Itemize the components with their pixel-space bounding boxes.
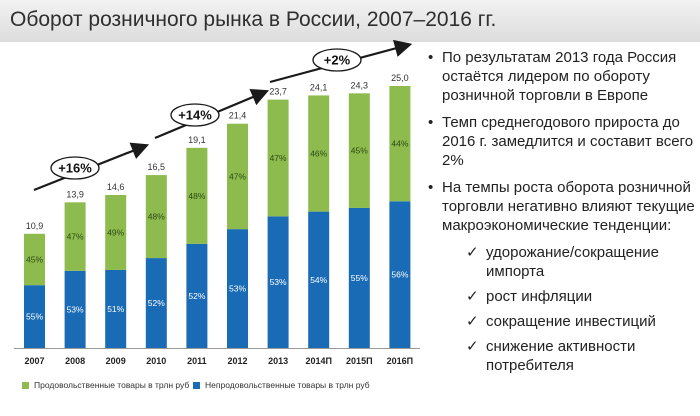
x-tick-label: 2013 xyxy=(268,356,288,366)
bar-nonfood xyxy=(348,207,370,348)
bar-nonfood xyxy=(308,211,330,348)
sub-bullet-item: ✓ удорожание/сокращение импорта xyxy=(428,243,698,281)
bar-nonfood xyxy=(227,229,248,348)
bar-food xyxy=(24,233,45,286)
share-label-food: 47% xyxy=(270,153,287,163)
legend-item-nonfood: Непродовольственные товары в трлн руб xyxy=(193,380,370,390)
total-label: 24,3 xyxy=(351,80,369,90)
bullet-text: На темпы роста оборота розничной торговл… xyxy=(442,179,695,234)
share-label-food: 49% xyxy=(107,227,124,237)
bar-food xyxy=(64,202,86,271)
bar-nonfood xyxy=(389,201,411,348)
title-band xyxy=(0,0,700,42)
page-title: Оборот розничного рынка в России, 2007–2… xyxy=(10,8,497,31)
total-label: 24,1 xyxy=(310,82,328,92)
legend-swatch-nonfood xyxy=(193,381,200,389)
growth-oval xyxy=(170,103,220,127)
bullet-item: • По результатам 2013 года Россия остаёт… xyxy=(428,48,698,105)
bar-nonfood xyxy=(105,269,127,348)
share-label-nonfood: 51% xyxy=(107,304,124,314)
share-label-nonfood: 52% xyxy=(148,298,165,308)
total-label: 10,9 xyxy=(26,221,44,231)
total-label: 23,7 xyxy=(269,87,287,97)
total-label: 14,6 xyxy=(107,182,125,192)
bar-food xyxy=(267,99,289,217)
bar-nonfood xyxy=(267,216,289,348)
legend-swatch-food xyxy=(22,381,29,389)
total-label: 25,0 xyxy=(391,73,409,83)
check-icon: ✓ xyxy=(466,338,479,355)
x-tick-label: 2011 xyxy=(187,356,207,366)
bar-nonfood xyxy=(24,285,45,348)
share-label-nonfood: 53% xyxy=(229,284,246,294)
sub-bullet-text: снижение активности потребителя xyxy=(486,338,636,374)
share-label-food: 45% xyxy=(26,254,43,264)
share-label-nonfood: 55% xyxy=(351,273,368,283)
bullet-list: • По результатам 2013 года Россия остаёт… xyxy=(428,48,698,381)
growth-label: +16% xyxy=(58,161,92,176)
share-label-nonfood: 52% xyxy=(188,291,205,301)
check-icon: ✓ xyxy=(466,288,479,305)
bar-food xyxy=(227,123,248,230)
sub-bullet-item: ✓ сокращение инвестиций xyxy=(428,312,698,331)
share-label-food: 44% xyxy=(391,139,408,149)
share-label-food: 46% xyxy=(310,149,327,159)
share-label-food: 47% xyxy=(67,232,84,242)
legend-label-food: Продовольственные товары в трлн руб xyxy=(34,380,190,390)
bar-nonfood xyxy=(186,243,208,348)
bullet-text: По результатам 2013 года Россия остаётся… xyxy=(442,49,677,104)
bullet-marker: • xyxy=(428,179,434,196)
sub-bullet-text: удорожание/сокращение импорта xyxy=(486,244,659,280)
share-label-food: 47% xyxy=(229,171,246,181)
x-tick-label: 2007 xyxy=(24,356,44,366)
x-tick-label: 2016П xyxy=(387,356,414,366)
share-label-nonfood: 56% xyxy=(391,270,408,280)
x-tick-label: 2012 xyxy=(227,356,247,366)
bullet-marker: • xyxy=(428,49,434,66)
bar-food xyxy=(348,93,370,208)
total-label: 13,9 xyxy=(66,189,84,199)
sub-bullet-text: рост инфляции xyxy=(486,288,593,305)
sub-bullet-text: сокращение инвестиций xyxy=(486,313,656,330)
total-label: 16,5 xyxy=(148,162,166,172)
bullet-marker: • xyxy=(428,114,434,131)
share-label-food: 48% xyxy=(148,212,165,222)
growth-oval xyxy=(50,156,100,180)
total-label: 19,1 xyxy=(188,135,206,145)
x-tick-label: 2010 xyxy=(146,356,166,366)
share-label-nonfood: 54% xyxy=(310,275,327,285)
bar-nonfood xyxy=(145,258,167,348)
x-tick-label: 2009 xyxy=(106,356,126,366)
x-tick-label: 2015П xyxy=(346,356,373,366)
legend-label-nonfood: Непродовольственные товары в трлн руб xyxy=(205,380,370,390)
growth-oval xyxy=(312,48,362,72)
check-icon: ✓ xyxy=(466,244,479,261)
x-tick-label: 2008 xyxy=(65,356,85,366)
bar-food xyxy=(105,194,127,270)
bullet-text: Темп среднегодового прироста до 2016 г. … xyxy=(442,114,694,169)
x-tick-label: 2014П xyxy=(305,356,332,366)
share-label-nonfood: 53% xyxy=(67,304,84,314)
bar-food xyxy=(145,175,167,259)
bullet-item: • Темп среднегодового прироста до 2016 г… xyxy=(428,113,698,170)
growth-label: +2% xyxy=(324,53,351,68)
share-label-nonfood: 53% xyxy=(270,277,287,287)
sub-bullet-item: ✓ рост инфляции xyxy=(428,287,698,306)
share-label-food: 45% xyxy=(351,146,368,156)
share-label-food: 48% xyxy=(188,191,205,201)
total-label: 21,4 xyxy=(229,111,247,121)
sub-bullet-item: ✓ снижение активности потребителя xyxy=(428,337,698,375)
check-icon: ✓ xyxy=(466,313,479,330)
bar-food xyxy=(308,95,330,212)
bar-nonfood xyxy=(64,270,86,348)
growth-label: +14% xyxy=(178,108,212,123)
bar-food xyxy=(186,147,208,244)
share-label-nonfood: 55% xyxy=(26,312,43,322)
legend-item-food: Продовольственные товары в трлн руб xyxy=(22,380,189,390)
stacked-bar-chart: 55% 45% 10,9 2007 53% 47% 13,9 2008 51% 49% 14,6 20… xyxy=(14,39,420,366)
bullet-item: • На темпы роста оборота розничной торго… xyxy=(428,178,698,235)
bar-food xyxy=(389,86,411,202)
